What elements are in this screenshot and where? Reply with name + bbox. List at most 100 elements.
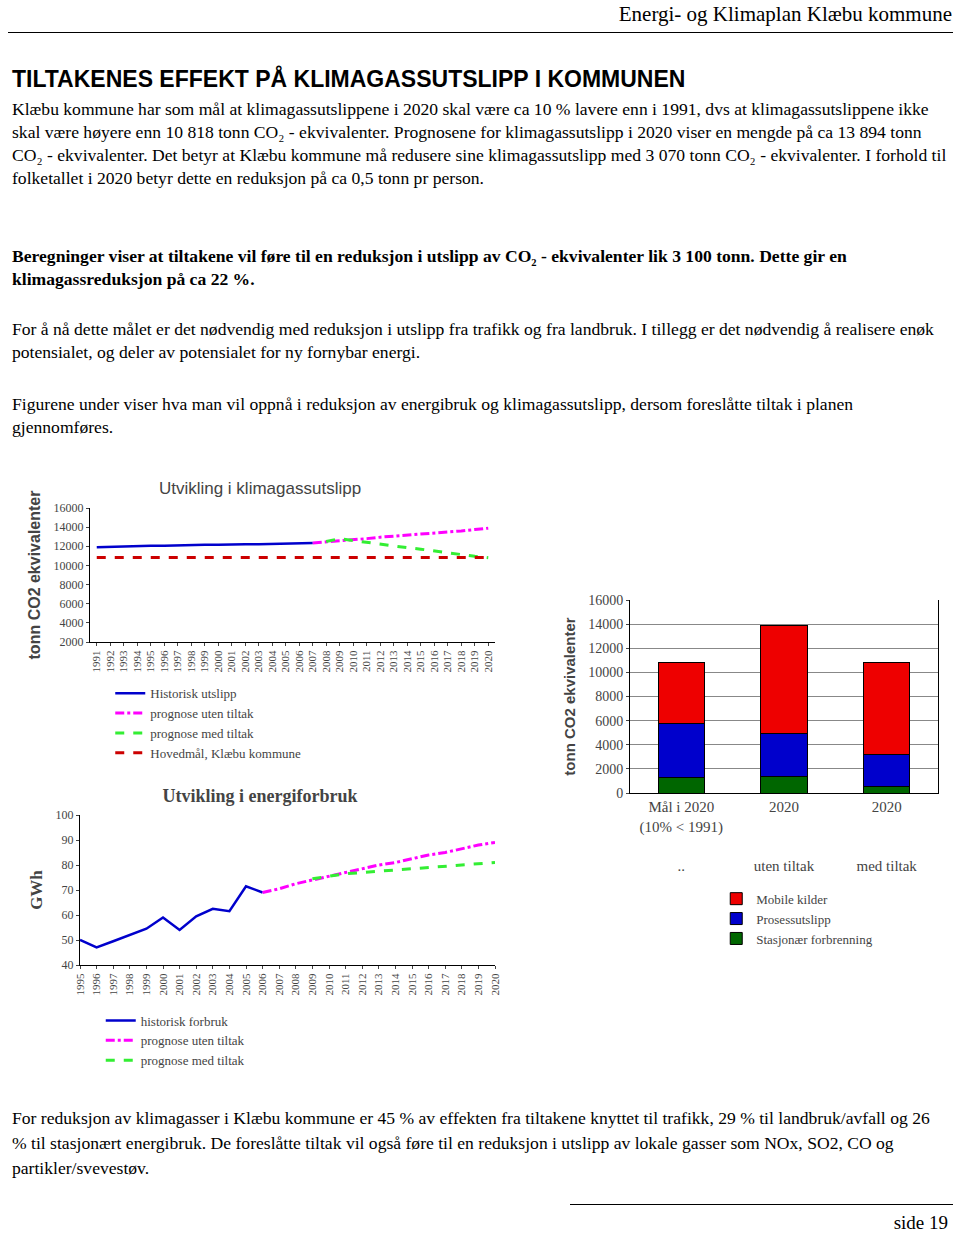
svg-text:2003: 2003	[252, 650, 264, 673]
svg-text:10000: 10000	[54, 559, 84, 573]
svg-text:2002: 2002	[239, 650, 251, 672]
svg-text:60: 60	[62, 908, 74, 922]
svg-text:2000: 2000	[60, 635, 84, 649]
svg-text:Historisk utslipp: Historisk utslipp	[150, 686, 236, 701]
svg-text:80: 80	[62, 858, 74, 872]
svg-text:100: 100	[56, 808, 74, 822]
svg-text:90: 90	[62, 833, 74, 847]
svg-text:6000: 6000	[60, 597, 84, 611]
svg-text:2019: 2019	[472, 973, 484, 996]
svg-text:4000: 4000	[60, 616, 84, 630]
svg-text:2015: 2015	[414, 650, 426, 673]
svg-text:8000: 8000	[595, 689, 623, 704]
svg-text:2004: 2004	[266, 650, 278, 673]
svg-text:2017: 2017	[439, 973, 451, 996]
svg-text:1998: 1998	[123, 973, 135, 996]
html-text:Klæbu kommune har som mål at k: Klæbu kommune har som mål at klimagassut…	[12, 99, 947, 188]
svg-text:2014: 2014	[401, 650, 413, 673]
svg-text:1995: 1995	[144, 650, 156, 673]
svg-text:2010: 2010	[323, 973, 335, 996]
svg-text:2002: 2002	[190, 973, 202, 995]
svg-text:2001: 2001	[173, 973, 185, 995]
svg-text:2001: 2001	[225, 650, 237, 672]
svg-text:50: 50	[62, 933, 74, 947]
svg-text:1996: 1996	[90, 973, 102, 996]
svg-text:16000: 16000	[588, 593, 623, 608]
svg-text:2000: 2000	[212, 650, 224, 673]
svg-text:2013: 2013	[387, 650, 399, 673]
svg-text:prognose med tiltak: prognose med tiltak	[150, 726, 254, 741]
svg-text:2004: 2004	[223, 973, 235, 996]
svg-text:12000: 12000	[588, 641, 623, 656]
html-text:For reduksjon av klimagasser i: For reduksjon av klimagasser i Klæbu kom…	[12, 1108, 930, 1178]
svg-text:0: 0	[616, 786, 623, 801]
svg-text:2009: 2009	[306, 973, 318, 996]
svg-text:2007: 2007	[273, 973, 285, 996]
svg-text:prognose uten tiltak: prognose uten tiltak	[150, 706, 254, 721]
svg-text:2012: 2012	[356, 973, 368, 995]
svg-text:2010: 2010	[347, 650, 359, 673]
svg-text:2000: 2000	[157, 973, 169, 996]
svg-text:70: 70	[62, 883, 74, 897]
svg-text:2014: 2014	[389, 973, 401, 996]
svg-text:2008: 2008	[289, 973, 301, 996]
svg-text:Stasjonær forbrenning: Stasjonær forbrenning	[756, 932, 872, 947]
svg-text:2007: 2007	[306, 650, 318, 673]
svg-text:2020: 2020	[489, 973, 501, 996]
svg-text:prognose uten tiltak: prognose uten tiltak	[141, 1033, 245, 1048]
svg-text:1997: 1997	[107, 973, 119, 996]
svg-text:Hovedmål, Klæbu kommune: Hovedmål, Klæbu kommune	[150, 746, 301, 761]
svg-text:2008: 2008	[320, 650, 332, 673]
svg-text:1999: 1999	[198, 650, 210, 673]
svg-text:1991: 1991	[90, 650, 102, 672]
svg-text:2003: 2003	[206, 973, 218, 996]
svg-text:10000: 10000	[588, 665, 623, 680]
svg-text:2011: 2011	[339, 973, 351, 995]
svg-text:40: 40	[62, 958, 74, 972]
svg-text:2018: 2018	[455, 973, 467, 996]
svg-text:1994: 1994	[131, 650, 143, 673]
svg-text:prognose med tiltak: prognose med tiltak	[141, 1053, 245, 1068]
svg-text:Utvikling i klimagassutslipp: Utvikling i klimagassutslipp	[159, 479, 361, 498]
svg-text:1997: 1997	[171, 650, 183, 673]
svg-text:8000: 8000	[60, 578, 84, 592]
svg-text:2011: 2011	[360, 650, 372, 672]
svg-text:2018: 2018	[455, 650, 467, 673]
svg-text:2016: 2016	[428, 650, 440, 673]
svg-text:2015: 2015	[406, 973, 418, 996]
svg-text:2000: 2000	[595, 762, 623, 777]
svg-text:12000: 12000	[54, 539, 84, 553]
svg-text:Prosessutslipp: Prosessutslipp	[756, 912, 830, 927]
svg-text:Utvikling i energiforbruk: Utvikling i energiforbruk	[162, 786, 357, 806]
svg-text:14000: 14000	[588, 617, 623, 632]
svg-text:Mål i 2020(10% < 1991)..: Mål i 2020(10% < 1991)..	[640, 799, 723, 874]
svg-text:2020: 2020	[482, 650, 494, 673]
svg-text:2019: 2019	[468, 650, 480, 673]
svg-text:tonn CO2 ekvivalenter: tonn CO2 ekvivalenter	[561, 617, 578, 776]
svg-text:4000: 4000	[595, 738, 623, 753]
svg-text:Mobile kilder: Mobile kilder	[756, 892, 828, 907]
svg-text:historisk forbruk: historisk forbruk	[141, 1014, 229, 1029]
svg-text:2005: 2005	[240, 973, 252, 996]
svg-text:2009: 2009	[333, 650, 345, 673]
svg-text:tonn CO2 ekvivalenter: tonn CO2 ekvivalenter	[26, 491, 43, 660]
svg-text:2020uten tiltak: 2020uten tiltak	[754, 799, 815, 874]
svg-text:2012: 2012	[374, 650, 386, 672]
svg-text:1999: 1999	[140, 973, 152, 996]
svg-text:1998: 1998	[185, 650, 197, 673]
svg-text:2017: 2017	[441, 650, 453, 673]
svg-text:16000: 16000	[54, 501, 84, 515]
svg-text:2006: 2006	[256, 973, 268, 996]
svg-text:2013: 2013	[372, 973, 384, 996]
svg-text:2016: 2016	[422, 973, 434, 996]
svg-text:2006: 2006	[293, 650, 305, 673]
svg-text:2020med tiltak: 2020med tiltak	[856, 799, 917, 874]
svg-text:1996: 1996	[158, 650, 170, 673]
svg-text:GWh: GWh	[27, 870, 46, 910]
svg-text:1995: 1995	[74, 973, 86, 996]
svg-text:14000: 14000	[54, 520, 84, 534]
svg-text:1993: 1993	[117, 650, 129, 673]
svg-text:2005: 2005	[279, 650, 291, 673]
svg-text:1992: 1992	[104, 650, 116, 672]
svg-text:6000: 6000	[595, 714, 623, 729]
